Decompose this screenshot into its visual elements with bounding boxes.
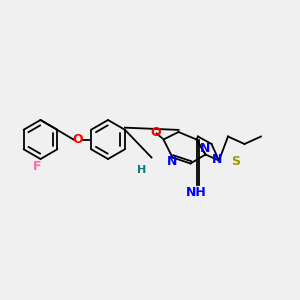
Text: N: N (212, 153, 223, 166)
Text: O: O (73, 133, 83, 146)
Text: N: N (200, 142, 211, 155)
Text: S: S (231, 154, 240, 168)
Text: NH: NH (186, 185, 207, 199)
Text: H: H (137, 165, 146, 176)
Text: O: O (150, 126, 161, 139)
Text: F: F (33, 160, 41, 173)
Text: N: N (167, 155, 177, 168)
